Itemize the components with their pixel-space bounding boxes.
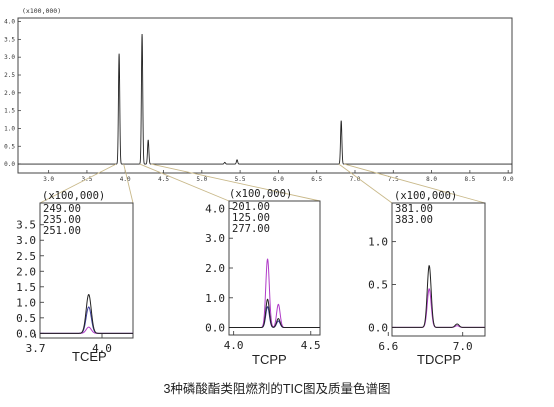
tic-y-tick-label: 3.0 (4, 54, 15, 61)
tdcpp-plot-frame (391, 202, 486, 337)
tcep-legend-entry: 235.00 (43, 214, 81, 226)
tcep-legend-entry: 249.00 (43, 203, 81, 215)
tic-scale-label: (x100,000) (22, 7, 61, 15)
tcpp-scale-label: (x100,000) (229, 188, 292, 200)
tdcpp-trace (392, 264, 485, 328)
tcep-legend-entry: 251.00 (43, 225, 81, 237)
tcpp-chart: (x100,000) TCPP 4.0 4.5 0.0 1.0 2.0 3.0 4.0 201… (205, 188, 321, 367)
tic-trace (18, 34, 512, 165)
tcep-y-tick-label: 0.0 (16, 327, 36, 340)
tcpp-y-tick-label: 3.0 (205, 232, 225, 245)
tdcpp-scale-label: (x100,000) (394, 190, 457, 202)
tcep-scale-label: (x100,000) (42, 190, 105, 202)
tic-y-tick-label: 3.5 (4, 36, 15, 43)
tdcpp-x-tick-label: 6.6 (378, 340, 398, 353)
tic-y-tick-label: 4.0 (4, 19, 15, 26)
tic-plot-frame (17, 17, 513, 174)
tcep-trace (40, 326, 133, 334)
tdcpp-y-tick-label: 0.5 (368, 279, 388, 292)
tic-x-tick-label: 8.0 (426, 176, 437, 183)
tcep-x-tick-label: 3.7 (26, 342, 46, 355)
tcep-compound-label: TCEP (72, 349, 107, 364)
tdcpp-legend-entry: 381.00 (395, 203, 433, 215)
tcep-y-tick-label: 1.5 (16, 281, 36, 294)
tcep-y-tick-label: 2.0 (16, 265, 36, 278)
connector-line (139, 163, 230, 202)
tcpp-y-tick-label: 4.0 (205, 202, 225, 215)
tic-x-tick-label: 4.0 (120, 176, 131, 183)
tcep-chart: (x100,000) TCEP 3.7 4.0 0.0 0.5 1.0 1.5 2.0 2.5… (16, 190, 134, 364)
connector-line (123, 163, 134, 204)
connector-line (39, 163, 117, 204)
figure-caption: 3种磷酸酯类阻燃剂的TIC图及质量色谱图 (163, 381, 390, 396)
tdcpp-compound-label: TDCPP (417, 352, 461, 367)
tic-y-tick-label: 2.0 (4, 90, 15, 97)
tic-y-tick-label: 0.5 (4, 143, 15, 150)
connector-line (338, 163, 393, 204)
tcep-x-tick-label: 4.0 (92, 342, 112, 355)
tcpp-y-tick-label: 0.0 (205, 322, 225, 335)
tcpp-x-tick-label: 4.5 (301, 339, 321, 352)
tic-x-tick-label: 3.5 (82, 176, 93, 183)
tic-x-tick-label: 7.0 (350, 176, 361, 183)
tcep-plot-frame (39, 202, 134, 339)
tcpp-compound-label: TCPP (252, 352, 287, 367)
tdcpp-chart: (x100,000) TDCPP 6.6 7.0 0.0 0.5 1.0 381.0038… (368, 190, 486, 367)
tcep-trace (40, 293, 133, 334)
tic-x-tick-label: 7.5 (388, 176, 399, 183)
tcpp-legend-entry: 125.00 (232, 212, 270, 224)
connector-line (344, 163, 486, 204)
tcep-y-tick-label: 0.5 (16, 312, 36, 325)
tdcpp-y-tick-label: 1.0 (368, 236, 388, 249)
tic-x-tick-label: 5.5 (235, 176, 246, 183)
tic-chart: (x100,000) 3.0 3.5 4.0 4.5 5.0 5.5 6.0 6.5 7.0 7.… (4, 7, 514, 183)
tcep-y-tick-label: 3.5 (16, 219, 36, 232)
tcpp-x-tick-label: 4.0 (224, 339, 244, 352)
tcpp-y-tick-label: 2.0 (205, 262, 225, 275)
tcpp-legend-entry: 277.00 (232, 223, 270, 235)
tic-x-tick-label: 5.0 (196, 176, 207, 183)
tcpp-legend-entry: 201.00 (232, 201, 270, 213)
tic-y-tick-label: 2.5 (4, 72, 15, 79)
tcep-y-tick-label: 3.0 (16, 234, 36, 247)
tcpp-trace (229, 258, 320, 329)
tic-y-tick-label: 1.0 (4, 125, 15, 132)
tic-y-tick-label: 1.5 (4, 108, 15, 115)
tdcpp-legend-entry: 383.00 (395, 214, 433, 226)
tcep-y-tick-label: 1.0 (16, 296, 36, 309)
tcpp-y-tick-label: 1.0 (205, 292, 225, 305)
tdcpp-trace (392, 288, 485, 328)
tic-x-tick-label: 3.0 (43, 176, 54, 183)
tic-x-tick-label: 8.5 (464, 176, 475, 183)
tic-y-tick-label: 0.0 (4, 161, 15, 168)
tdcpp-x-tick-label: 7.0 (453, 340, 473, 353)
zoom-connector-lines (39, 163, 486, 204)
tcpp-trace (229, 298, 320, 329)
connector-line (151, 163, 321, 202)
tic-x-tick-label: 6.5 (311, 176, 322, 183)
tdcpp-y-tick-label: 0.0 (368, 321, 388, 334)
tic-x-tick-label: 9.0 (503, 176, 514, 183)
tic-x-tick-label: 4.5 (158, 176, 169, 183)
tic-x-tick-label: 6.0 (273, 176, 284, 183)
tcep-y-tick-label: 2.5 (16, 250, 36, 263)
